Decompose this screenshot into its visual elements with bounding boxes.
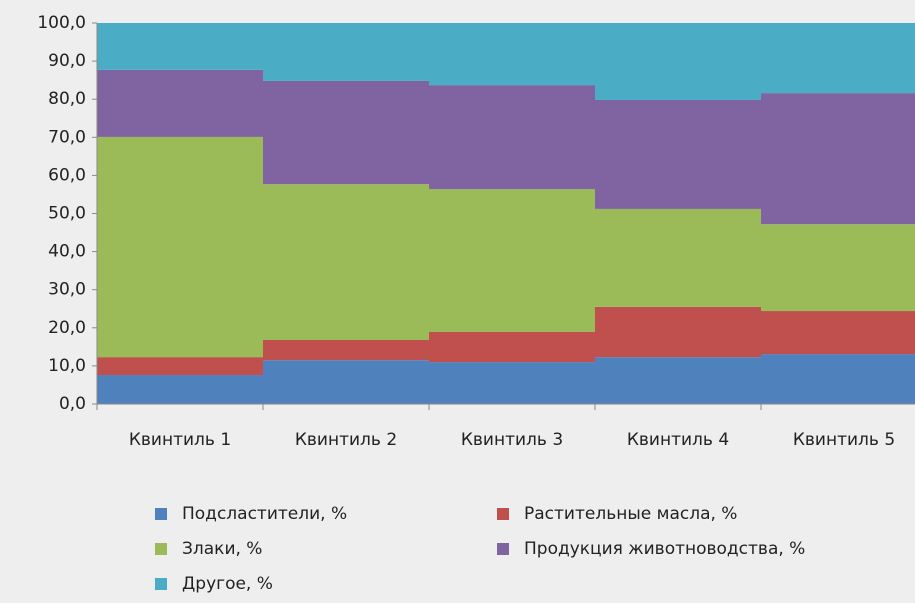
legend-label: Растительные масла, %: [524, 504, 737, 524]
x-tick-label: Квинтиль 2: [295, 430, 397, 450]
x-tick-label: Квинтиль 1: [129, 430, 231, 450]
bar-segment: [429, 362, 595, 404]
legend-swatch: [155, 578, 167, 590]
bar-segment: [429, 85, 595, 190]
y-tick-label: 80,0: [48, 89, 86, 109]
y-tick-label: 20,0: [48, 318, 86, 338]
legend-label: Подсластители, %: [182, 504, 347, 524]
legend-label: Другое, %: [182, 574, 273, 594]
bar-segment: [263, 360, 429, 404]
bar-segment: [429, 331, 595, 363]
y-tick-label: 50,0: [48, 204, 86, 224]
bar-segment: [97, 136, 263, 358]
bar-segment: [595, 23, 761, 100]
bar-segment: [761, 311, 915, 355]
x-tick-label: Квинтиль 4: [627, 430, 729, 450]
bar-segment: [595, 99, 761, 209]
y-tick-label: 0,0: [59, 394, 86, 414]
bar-segment: [761, 354, 915, 404]
y-tick-label: 90,0: [48, 51, 86, 71]
y-tick-label: 10,0: [48, 356, 86, 376]
bar-segment: [761, 224, 915, 312]
bar-segment: [429, 23, 595, 86]
bar-segment: [263, 339, 429, 361]
bar-segment: [263, 184, 429, 340]
bar-segment: [97, 69, 263, 137]
y-tick-label: 60,0: [48, 165, 86, 185]
bar-segment: [595, 357, 761, 404]
bar-segment: [97, 357, 263, 376]
x-tick-label: Квинтиль 5: [793, 430, 895, 450]
legend-swatch: [155, 543, 167, 555]
bar-segment: [263, 23, 429, 81]
bar-segment: [761, 23, 915, 94]
legend-swatch: [155, 508, 167, 520]
legend-label: Злаки, %: [182, 539, 262, 559]
y-tick-label: 30,0: [48, 280, 86, 300]
bar-segment: [595, 208, 761, 307]
legend-swatch: [497, 508, 509, 520]
bar-segment: [429, 189, 595, 332]
bar-segment: [263, 80, 429, 185]
bar-segment: [97, 375, 263, 404]
bar-segment: [595, 306, 761, 358]
y-tick-label: 40,0: [48, 242, 86, 262]
y-tick-label: 100,0: [37, 13, 86, 33]
x-tick-label: Квинтиль 3: [461, 430, 563, 450]
legend-swatch: [497, 543, 509, 555]
bar-segment: [761, 93, 915, 225]
legend-label: Продукция животноводства, %: [524, 539, 805, 559]
bar-segment: [97, 23, 263, 70]
y-tick-label: 70,0: [48, 127, 86, 147]
